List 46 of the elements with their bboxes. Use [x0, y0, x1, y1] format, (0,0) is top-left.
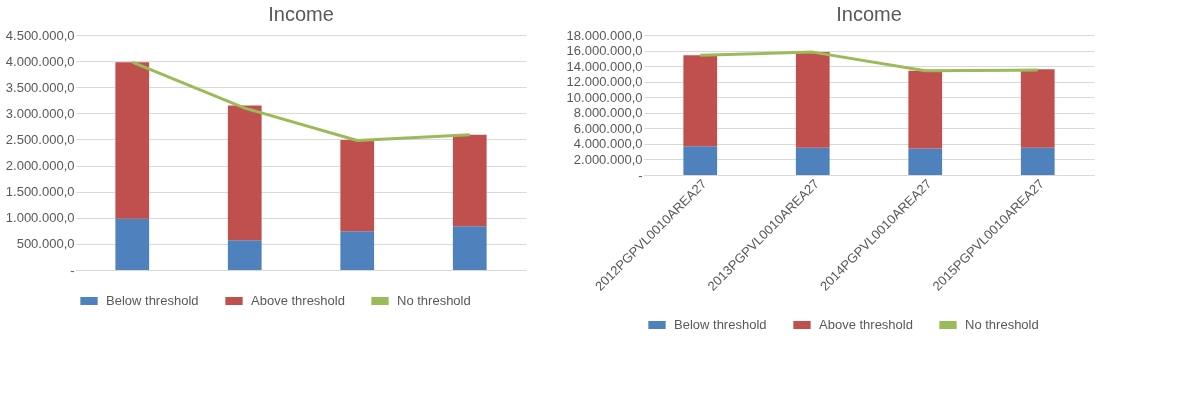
y-tick-label: 2.000.000,0: [5, 158, 75, 174]
y-tick-label: 4.000.000,0: [573, 136, 643, 152]
y-tick-label: 12.000.000,0: [566, 74, 643, 90]
y-tick-label: 4.500.000,0: [5, 27, 75, 43]
y-tick-label: 4.000.000,0: [5, 53, 75, 69]
y-tick-label: 1.000.000,0: [5, 210, 75, 226]
y-tick-label: 16.000.000,0: [566, 43, 643, 59]
bar: [452, 134, 487, 227]
legend-label: No threshold: [965, 317, 1039, 332]
bar: [1020, 69, 1055, 148]
y-tick-label: 6.000.000,0: [573, 120, 643, 136]
bar: [227, 105, 262, 241]
legend-label: Below threshold: [106, 293, 199, 308]
y-tick-label: 2.500.000,0: [5, 131, 75, 147]
y-tick-label: -: [638, 167, 643, 183]
y-tick-label: 8.000.000,0: [573, 105, 643, 121]
bar: [115, 62, 150, 219]
bar: [795, 147, 830, 175]
y-tick-label: 1.500.000,0: [5, 184, 75, 200]
y-tick-label: 10.000.000,0: [566, 89, 643, 105]
y-tick-label: 500.000,0: [16, 236, 75, 252]
bar: [1020, 147, 1055, 175]
bar: [340, 139, 375, 232]
bar: [908, 70, 943, 149]
chart-title: Income: [268, 3, 334, 25]
line-series: [130, 60, 472, 142]
y-tick-label: 3.500.000,0: [5, 79, 75, 95]
y-tick-label: 3.000.000,0: [5, 105, 75, 121]
legend-label: No threshold: [397, 293, 471, 308]
bar: [227, 240, 262, 270]
bar: [795, 52, 830, 148]
line-series: [698, 50, 1040, 73]
legend-label: Above threshold: [251, 293, 345, 308]
y-tick-label: 14.000.000,0: [566, 58, 643, 74]
bar: [452, 226, 487, 270]
y-tick-label: 2.000.000,0: [573, 151, 643, 167]
bar: [683, 55, 718, 147]
chart-title: Income: [836, 3, 902, 25]
y-tick-label: -: [70, 262, 75, 278]
bar: [340, 231, 375, 270]
legend-label: Below threshold: [674, 317, 767, 332]
y-tick-label: 18.000.000,0: [566, 27, 643, 43]
legend-label: Above threshold: [819, 317, 913, 332]
bar: [908, 148, 943, 175]
bar: [115, 218, 150, 270]
bar: [683, 146, 718, 175]
